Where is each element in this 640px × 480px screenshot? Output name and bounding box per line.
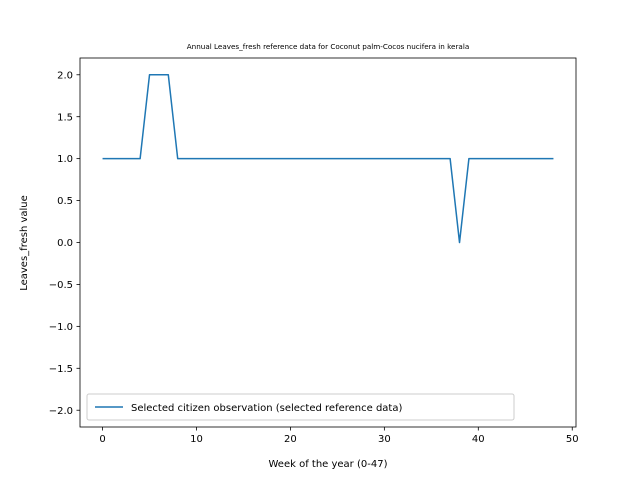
legend-label: Selected citizen observation (selected r… [131,403,402,414]
x-tick-label: 30 [378,434,391,445]
y-tick-label: −0.5 [49,280,73,291]
y-tick-label: 0.5 [57,196,73,207]
y-tick-label: −2.0 [49,406,73,417]
x-tick-label: 50 [566,434,579,445]
x-tick-label: 20 [284,434,297,445]
y-tick-label: 0.0 [57,238,73,249]
y-axis: 2.0 1.5 1.0 0.5 0.0 −0.5 −1.0 −1.5 −2.0 [49,70,80,417]
x-axis: 0 10 20 30 40 50 [99,427,579,445]
x-tick-label: 0 [99,434,105,445]
y-tick-label: 1.0 [57,154,73,165]
y-tick-label: −1.0 [49,322,73,333]
x-tick-label: 10 [190,434,203,445]
y-axis-label: Leaves_fresh value [19,195,30,291]
chart-title: Annual Leaves_fresh reference data for C… [187,42,469,51]
legend: Selected citizen observation (selected r… [86,393,515,421]
y-tick-label: −1.5 [49,364,73,375]
x-axis-label: Week of the year (0-47) [269,459,388,470]
y-tick-label: 2.0 [57,70,73,81]
y-tick-label: 1.5 [57,112,73,123]
x-tick-label: 40 [472,434,485,445]
legend-box [86,393,515,421]
series-line [102,74,554,244]
